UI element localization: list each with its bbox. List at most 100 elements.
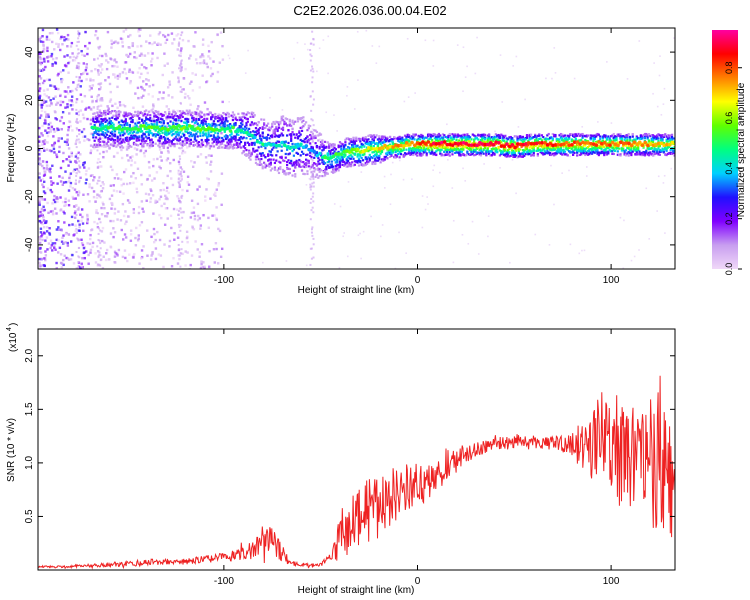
ridge-cell [272, 121, 275, 124]
ridge-cell [157, 116, 160, 119]
ridge-cell [459, 153, 462, 156]
noise-cell [95, 100, 98, 103]
ridge-cell [108, 120, 111, 123]
noise-cell [312, 181, 315, 184]
ridge-cell [237, 133, 240, 136]
noise-cell [198, 217, 202, 220]
noise-cell [219, 31, 223, 34]
noise-cell [39, 36, 42, 39]
ridge-cell [196, 130, 199, 133]
noise-cell [189, 263, 192, 267]
ridge-cell [441, 146, 445, 149]
ridge-cell [267, 164, 270, 167]
noise-cell [309, 183, 312, 186]
ridge-cell [249, 115, 252, 119]
noise-cell [75, 67, 78, 70]
ridge-cell [475, 151, 478, 154]
ridge-cell [307, 139, 310, 142]
ridge-cell [269, 153, 272, 156]
ridge-cell [384, 146, 388, 149]
noise-cell [218, 61, 222, 64]
ridge-cell [311, 163, 314, 166]
ridge-cell [177, 131, 180, 134]
ridge-cell [120, 144, 123, 148]
noise-cell [180, 248, 183, 251]
noise-cell [44, 254, 48, 257]
noise-cell [198, 185, 201, 188]
ridge-cell [287, 159, 290, 162]
noise-cell [67, 203, 71, 207]
ridge-cell [98, 143, 102, 147]
noise-cell [82, 193, 85, 196]
noise-cell [40, 209, 43, 213]
noise-cell [98, 227, 101, 230]
ridge-cell [241, 127, 244, 130]
noise-cell [40, 61, 43, 65]
ridge-cell [439, 140, 442, 143]
noise-cell [206, 65, 209, 69]
ridge-cell [295, 133, 298, 136]
noise-cell [194, 73, 197, 76]
ridge-cell [307, 159, 310, 163]
noise-cell [70, 95, 74, 98]
noise-cell [177, 197, 180, 200]
noise-cell [181, 188, 184, 192]
noise-cell [137, 96, 140, 100]
ridge-cell [239, 125, 243, 128]
ridge-cell [322, 144, 325, 147]
noise-cell [309, 218, 312, 221]
ridge-cell [412, 153, 415, 157]
noise-cell [51, 213, 55, 216]
noise-cell [446, 123, 448, 126]
ridge-cell [447, 146, 450, 149]
noise-cell [116, 65, 119, 68]
noise-cell [151, 83, 155, 87]
noise-cell [60, 229, 63, 232]
noise-cell [54, 117, 57, 120]
ridge-cell [433, 145, 436, 149]
noise-cell [51, 209, 55, 213]
ridge-cell [113, 135, 117, 138]
ridge-cell [311, 147, 314, 150]
ridge-cell [382, 135, 385, 138]
ridge-cell [378, 158, 381, 161]
ridge-cell [245, 117, 248, 121]
ridge-cell [108, 117, 111, 120]
ridge-cell [441, 139, 445, 142]
noise-cell [186, 175, 190, 178]
noise-cell [129, 229, 133, 232]
ridge-cell [318, 158, 321, 161]
ridge-cell [389, 150, 392, 153]
ridge-cell [504, 149, 507, 152]
noise-cell [68, 174, 72, 177]
ridge-cell [497, 145, 500, 149]
noise-cell [467, 242, 470, 245]
noise-cell [360, 171, 363, 173]
noise-cell [187, 183, 191, 186]
noise-cell [220, 131, 223, 135]
noise-cell [186, 94, 190, 98]
noise-cell [44, 258, 47, 262]
noise-cell [45, 115, 48, 119]
noise-cell [78, 181, 81, 184]
ridge-cell [120, 130, 123, 134]
ridge-cell [439, 134, 442, 137]
ridge-cell [113, 133, 117, 136]
ridge-cell [173, 132, 176, 135]
ridge-cell [502, 150, 506, 153]
ridge-cell [501, 152, 504, 155]
noise-cell [149, 188, 152, 191]
ridge-cell [527, 151, 530, 154]
noise-cell [162, 188, 165, 192]
noise-cell [140, 63, 144, 66]
noise-cell [185, 230, 189, 234]
noise-cell [327, 72, 329, 75]
ridge-cell [98, 137, 102, 141]
ridge-cell [128, 126, 132, 129]
noise-cell [97, 47, 100, 50]
ridge-cell [132, 141, 136, 145]
ridge-cell [466, 135, 469, 139]
ridge-cell [258, 126, 262, 130]
ridge-cell [482, 140, 485, 143]
ridge-cell [386, 136, 389, 139]
